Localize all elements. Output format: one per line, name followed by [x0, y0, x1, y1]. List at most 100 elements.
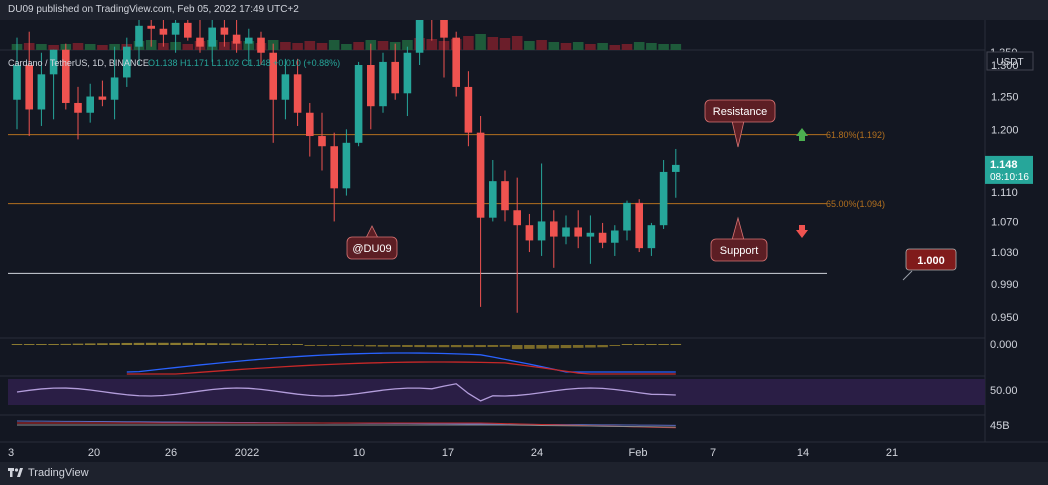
macd-histogram-bar: [219, 343, 230, 345]
candle-body[interactable]: [245, 37, 253, 44]
price-flag[interactable]: 1.000: [902, 248, 957, 281]
author-callout[interactable]: @DU09: [346, 225, 398, 260]
volume-value-label: 45B: [990, 420, 1010, 432]
volume-bar: [487, 37, 499, 50]
macd-histogram-bar: [511, 345, 523, 350]
candle-body[interactable]: [123, 46, 131, 78]
time-tick: 2022: [235, 447, 259, 459]
candle-body[interactable]: [25, 65, 33, 110]
candle-body[interactable]: [391, 61, 399, 94]
candle-body[interactable]: [13, 65, 21, 100]
candle-body[interactable]: [489, 181, 497, 218]
price-tick: 0.950: [991, 312, 1019, 324]
macd-histogram-bar: [36, 344, 47, 345]
candle-body[interactable]: [574, 227, 582, 237]
candle-body[interactable]: [367, 65, 375, 107]
candle-body[interactable]: [647, 225, 656, 249]
price-tick: 1.030: [991, 247, 1019, 259]
volume-bar: [292, 43, 303, 50]
candle-body[interactable]: [672, 164, 680, 172]
candle-body[interactable]: [513, 210, 521, 226]
volume-bar: [353, 42, 364, 50]
candle-body[interactable]: [342, 142, 351, 189]
volume-bar: [621, 44, 633, 50]
candle-body[interactable]: [598, 232, 607, 243]
candle-body[interactable]: [525, 225, 534, 241]
candle-body[interactable]: [184, 22, 192, 38]
candle-body[interactable]: [281, 74, 290, 100]
macd-histogram-bar: [560, 345, 572, 349]
candle-body[interactable]: [196, 37, 204, 47]
candle-body[interactable]: [562, 227, 570, 237]
candle-body[interactable]: [440, 20, 448, 38]
time-tick: 17: [442, 447, 454, 459]
resistance-callout[interactable]: Resistance: [704, 99, 776, 148]
candle-body[interactable]: [159, 28, 168, 35]
candle-body[interactable]: [37, 74, 46, 110]
candle-body[interactable]: [354, 65, 363, 143]
candle-body[interactable]: [537, 221, 546, 241]
macd-zero-label: 0.000: [990, 339, 1018, 351]
candle-body[interactable]: [611, 230, 619, 243]
candle-body[interactable]: [550, 221, 558, 237]
candle-body[interactable]: [86, 96, 94, 113]
author-callout-pointer: [365, 225, 379, 239]
support-callout[interactable]: Support: [710, 216, 768, 262]
volume-bar: [84, 44, 96, 50]
volume-bar: [658, 44, 669, 50]
candle-body[interactable]: [586, 232, 595, 237]
candle-body[interactable]: [379, 61, 387, 107]
candlesticks: Cardano / TetherUS, 1D, BINANCE O1.138 H1…: [8, 20, 680, 313]
volume-bar: [316, 43, 328, 50]
candle-body[interactable]: [269, 52, 277, 100]
time-axis: 3 20 26 2022 10 17 24 Feb 7 14 21: [8, 447, 898, 459]
macd-histogram-bar: [316, 345, 328, 346]
candle-body[interactable]: [415, 20, 424, 53]
candle-body[interactable]: [318, 136, 326, 147]
candle-body[interactable]: [635, 202, 643, 249]
candle-body[interactable]: [110, 77, 119, 100]
candle-body[interactable]: [208, 27, 216, 47]
macd-histogram-bar: [48, 344, 59, 345]
macd-histogram-bar: [450, 345, 462, 348]
volume-bar: [280, 42, 291, 50]
rsi-pane: [8, 379, 985, 405]
volume-bar: [646, 43, 657, 50]
candle-body[interactable]: [49, 49, 58, 75]
candle-body[interactable]: [464, 86, 473, 133]
price-tick: 1.110: [991, 187, 1018, 199]
candle-body[interactable]: [452, 37, 460, 87]
candle-body[interactable]: [232, 34, 241, 44]
macd-histogram-bar: [670, 343, 682, 345]
time-tick: 20: [88, 447, 100, 459]
annotations: Resistance Support @DU09 1.000: [346, 99, 957, 281]
volume-bar: [341, 44, 352, 50]
price-flag-pointer: [902, 270, 913, 281]
resistance-callout-pointer: [731, 120, 745, 148]
candle-body[interactable]: [623, 202, 631, 231]
macd-line: [126, 352, 676, 373]
candle-body[interactable]: [135, 25, 143, 47]
candle-body[interactable]: [403, 52, 412, 94]
macd-histogram-bar: [609, 345, 621, 346]
macd-histogram-bar: [524, 345, 535, 349]
candle-body[interactable]: [62, 49, 70, 103]
macd-histogram-bar: [97, 343, 108, 345]
candle-body[interactable]: [476, 132, 485, 218]
candle-body[interactable]: [171, 22, 180, 35]
candle-body[interactable]: [98, 96, 107, 100]
chart-area[interactable]: 61.80%(1.192) 65.00%(1.094) Cardano / Tet…: [0, 20, 1048, 462]
candle-body[interactable]: [257, 37, 265, 53]
chart-panes: [0, 20, 1048, 443]
candle-body[interactable]: [306, 112, 314, 137]
candle-body[interactable]: [220, 27, 229, 35]
macd-histogram-bar: [11, 344, 23, 345]
macd-histogram-bar: [597, 345, 608, 348]
candle-body[interactable]: [659, 171, 668, 226]
candle-body[interactable]: [74, 102, 82, 113]
candle-body[interactable]: [501, 181, 509, 211]
candle-body[interactable]: [293, 74, 302, 113]
macd-signal-line: [126, 361, 676, 375]
candle-body[interactable]: [330, 146, 338, 189]
candle-body[interactable]: [147, 25, 155, 29]
